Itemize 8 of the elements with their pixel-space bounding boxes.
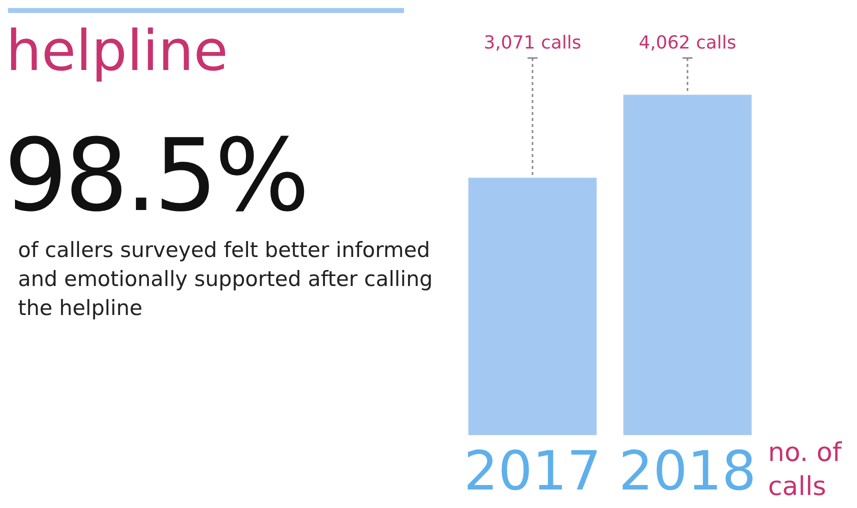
x-tick-label: 2018 [618,440,756,503]
text: of callers surveyed felt better informed and emotionally supported after calling the helpline [18,237,434,322]
x-tick-label: 2017 [464,440,602,503]
x-axis-title: no. of calls [768,437,843,504]
data-label: 4,062 calls [638,32,736,54]
text: 98.5% [4,117,307,234]
chart-title: helpline [6,18,228,86]
data-label: 3,071 calls [484,32,582,54]
